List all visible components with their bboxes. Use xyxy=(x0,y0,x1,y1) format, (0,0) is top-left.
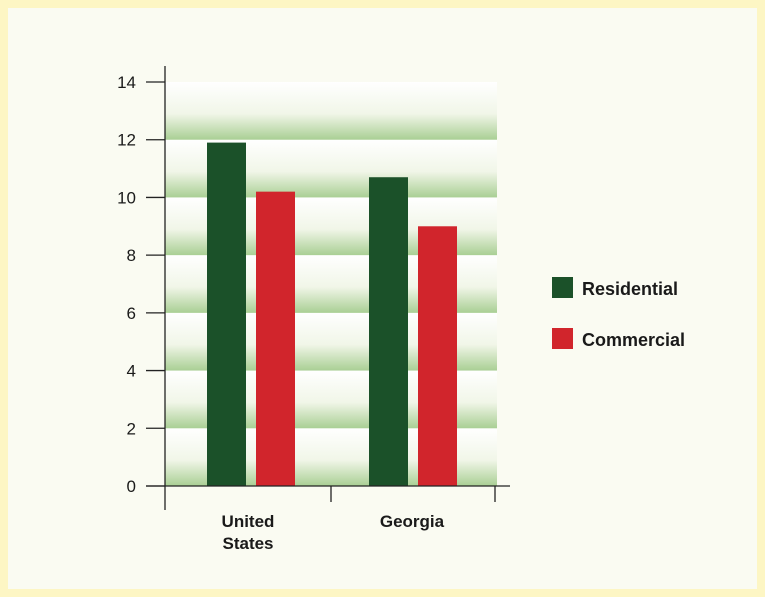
legend-label-residential: Residential xyxy=(582,279,678,299)
y-tick-label: 12 xyxy=(117,131,136,150)
legend-label-commercial: Commercial xyxy=(582,330,685,350)
grid-band xyxy=(165,82,497,140)
x-category-label: Georgia xyxy=(380,512,445,531)
y-tick-label: 0 xyxy=(127,477,136,496)
chart-frame: 0 2 4 6 8 10 12 14 United States Georgia Resident… xyxy=(8,8,757,589)
legend: Residential Commercial xyxy=(552,277,685,350)
bars-group xyxy=(207,142,457,487)
y-tick-label: 10 xyxy=(117,188,136,207)
y-tick-label: 14 xyxy=(117,73,136,92)
y-tick-label: 4 xyxy=(127,362,136,381)
y-axis-ticks: 0 2 4 6 8 10 12 14 xyxy=(117,73,165,496)
bar-residential-1 xyxy=(207,142,246,486)
bar-residential-2 xyxy=(369,177,408,486)
bar-chart: 0 2 4 6 8 10 12 14 United States Georgia Resident… xyxy=(117,66,685,553)
y-tick-label: 8 xyxy=(127,246,136,265)
y-tick-label: 6 xyxy=(127,304,136,323)
legend-swatch-commercial xyxy=(552,328,573,349)
x-axis-labels: United States Georgia xyxy=(222,512,445,553)
bar-commercial-2 xyxy=(418,226,457,487)
y-tick-label: 2 xyxy=(127,419,136,438)
x-category-label: United States xyxy=(222,512,275,553)
bar-commercial-1 xyxy=(256,191,295,486)
legend-swatch-residential xyxy=(552,277,573,298)
